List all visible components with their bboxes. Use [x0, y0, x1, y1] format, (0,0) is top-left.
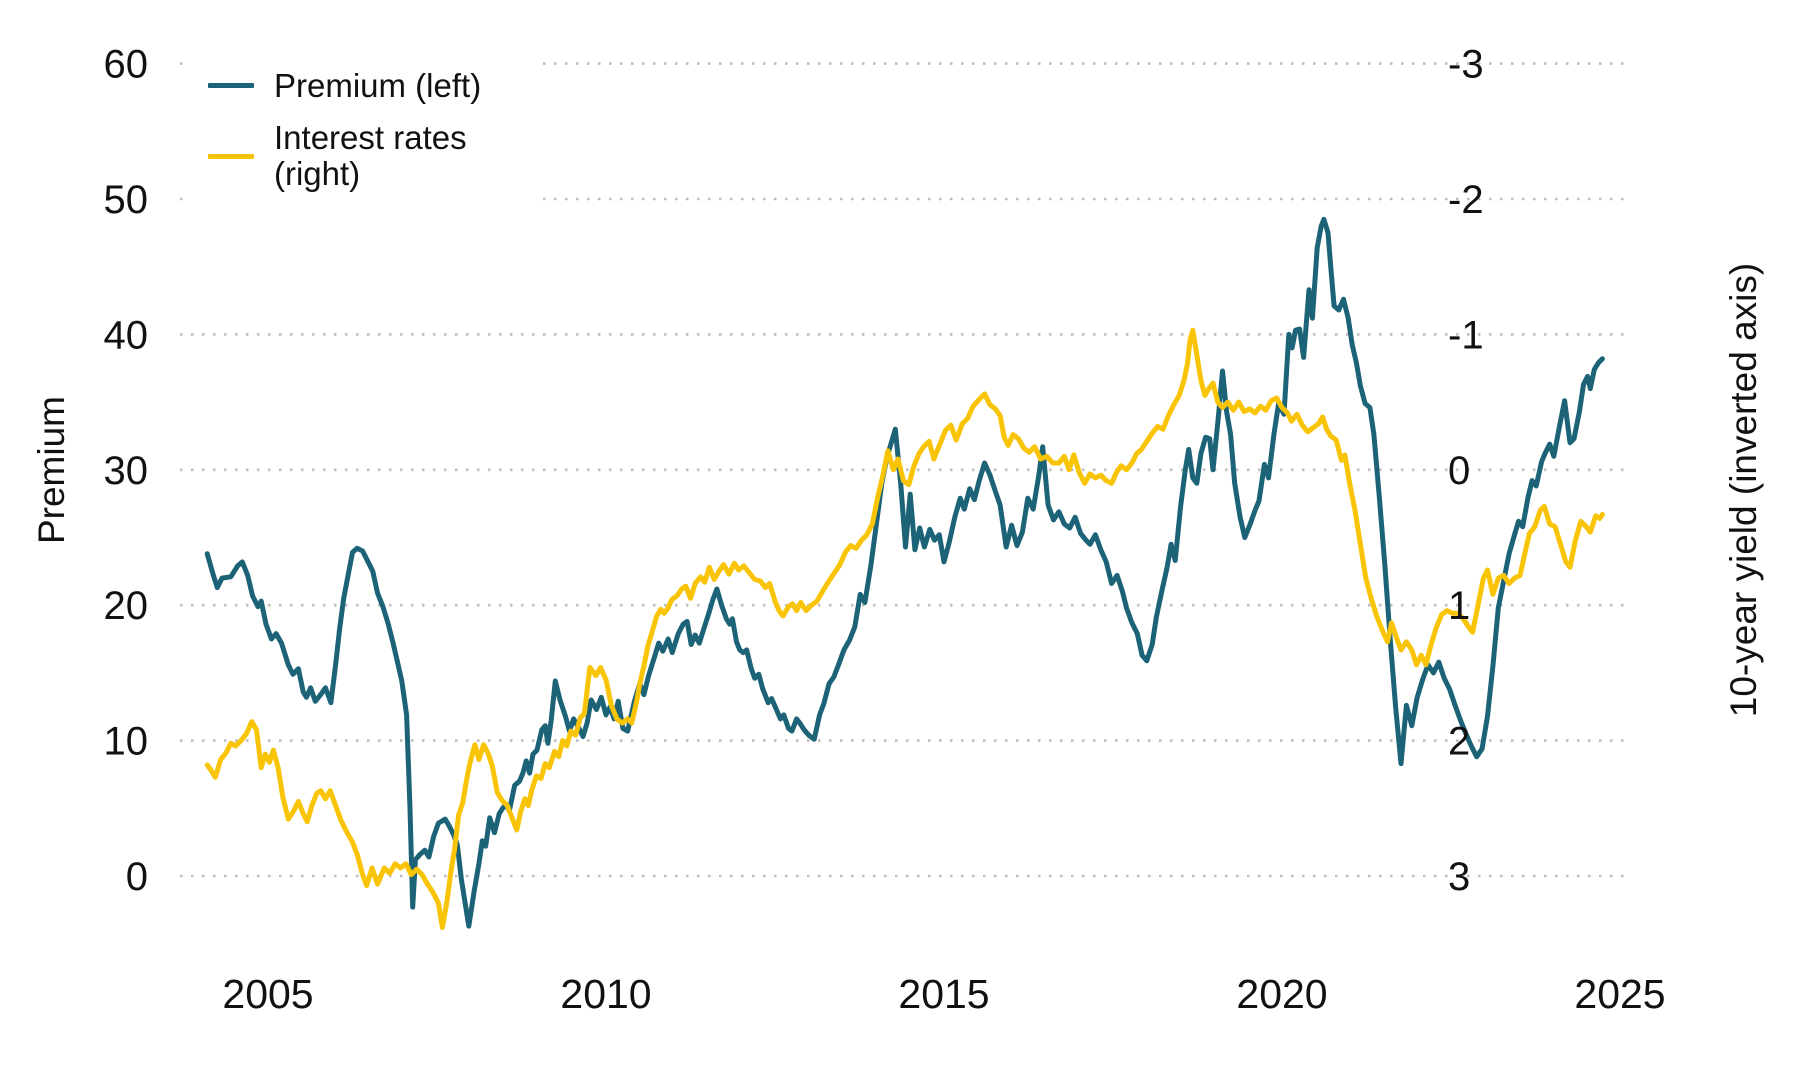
left-axis-tick-label: 0 [126, 855, 148, 899]
legend-item-premium: Premium (left) [208, 66, 542, 104]
left-axis-tick-label: 60 [104, 43, 149, 87]
x-axis-tick-label: 2010 [560, 971, 651, 1017]
right-axis-tick-label: 3 [1448, 855, 1470, 899]
premium-line [204, 216, 1605, 929]
left-axis-title: Premium [31, 395, 72, 545]
premium-line-swatch [208, 83, 254, 89]
axis-tick-labels: 0 3 10 2 20 1 30 0 40 -1 50 -2 60 -3 2005 2010 2015 2020 2… [104, 43, 1666, 1017]
series-lines [204, 216, 1605, 930]
right-axis-tick-label: 0 [1448, 449, 1470, 493]
x-axis-tick-label: 2025 [1574, 971, 1665, 1017]
left-axis-tick-label: 10 [104, 720, 149, 764]
right-axis-tick-label: 2 [1448, 720, 1470, 764]
right-axis-tick-label: 1 [1448, 584, 1470, 628]
left-axis-tick-label: 40 [104, 313, 149, 357]
right-axis-tick-label: -1 [1448, 313, 1484, 357]
legend-label-premium: Premium (left) [274, 66, 482, 104]
right-axis-tick-label: -2 [1448, 178, 1484, 222]
right-axis-tick-label: -3 [1448, 43, 1484, 87]
x-axis-tick-label: 2005 [222, 971, 313, 1017]
legend-label-rates: Interest rates (right) [274, 118, 467, 193]
rates-line [204, 327, 1605, 930]
legend: Premium (left) Interest rates (right) [186, 56, 542, 204]
left-axis-tick-label: 30 [104, 449, 149, 493]
left-axis-tick-label: 20 [104, 584, 149, 628]
left-axis-tick-label: 50 [104, 178, 149, 222]
x-axis-tick-label: 2015 [898, 971, 989, 1017]
legend-item-rates: Interest rates (right) [208, 118, 542, 193]
right-axis-title: 10-year yield (inverted axis) [1723, 262, 1764, 718]
rates-line-swatch [208, 153, 254, 159]
x-axis-tick-label: 2020 [1236, 971, 1327, 1017]
